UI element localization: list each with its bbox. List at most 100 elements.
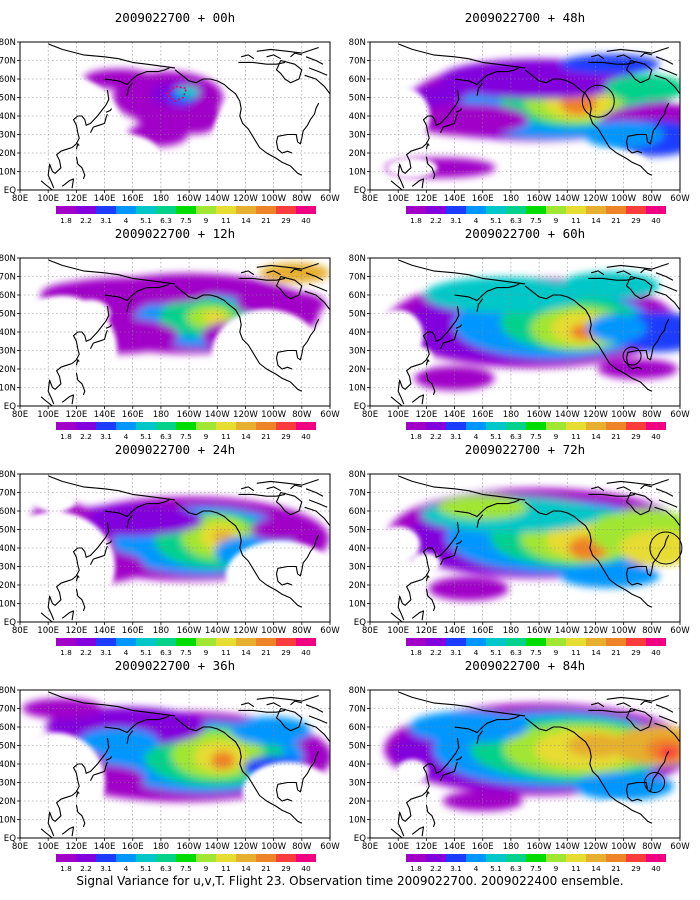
lon-label: 140E <box>94 194 116 204</box>
contour-region <box>210 751 235 770</box>
lon-label: 120W <box>233 194 258 204</box>
colorbar-label: 21 <box>261 216 271 225</box>
coastline <box>616 486 631 492</box>
lat-label: 40N <box>349 544 366 554</box>
lat-label: 30N <box>0 347 16 357</box>
coastline <box>655 704 674 713</box>
colorbar-swatch <box>606 854 626 862</box>
lon-label: 140E <box>444 626 466 636</box>
lat-label: EQ <box>4 186 16 196</box>
coastline <box>238 61 286 65</box>
observation-circle <box>644 772 666 793</box>
lon-label: 160W <box>177 842 202 852</box>
colorbar-label: 21 <box>611 648 621 657</box>
colorbar-swatch <box>116 854 136 862</box>
lat-label: 80N <box>0 38 16 48</box>
colorbar-label: 21 <box>611 864 621 873</box>
observation-circle <box>622 346 642 366</box>
coastline <box>304 290 330 311</box>
contour-region <box>22 698 103 719</box>
lon-label: 100W <box>611 410 636 420</box>
colorbar-swatch <box>566 854 586 862</box>
coastline <box>591 54 605 60</box>
colorbar-label: 3.1 <box>450 432 462 441</box>
lon-label: 160E <box>122 842 144 852</box>
lon-label: 80E <box>362 626 378 636</box>
lat-label: 80N <box>349 254 366 264</box>
coastline <box>425 575 430 582</box>
lat-label: 80N <box>0 686 16 696</box>
coastline <box>455 108 463 113</box>
lon-label: 120W <box>583 194 608 204</box>
coastline <box>476 730 484 744</box>
colorbar-swatch <box>276 206 296 214</box>
coastline <box>640 268 652 274</box>
lat-label: 70N <box>349 273 366 283</box>
coastline <box>105 756 113 761</box>
coastlines <box>390 259 680 406</box>
lat-label: EQ <box>354 618 366 628</box>
lat-label: 30N <box>349 779 366 789</box>
lat-label: 10N <box>0 168 16 178</box>
coastline <box>90 545 108 565</box>
colorbar-label: 4 <box>124 864 129 873</box>
below-threshold-region <box>78 133 159 173</box>
colorbar-swatch <box>626 854 646 862</box>
coastline <box>454 499 520 518</box>
colorbar-label: 5.1 <box>140 432 152 441</box>
coastline <box>48 475 176 501</box>
lat-label: 60N <box>0 723 16 733</box>
lon-label: 100E <box>37 410 59 420</box>
coastline <box>425 372 436 396</box>
coastline <box>454 715 520 734</box>
lon-label: 80W <box>292 194 312 204</box>
coastline <box>304 506 330 527</box>
colorbar-label: 7.5 <box>530 432 542 441</box>
lat-label: 40N <box>349 328 366 338</box>
below-threshold-region <box>213 84 330 185</box>
colorbar-label: 40 <box>301 648 311 657</box>
lon-label: 140W <box>205 194 230 204</box>
coastline <box>476 298 484 312</box>
coastline <box>241 486 255 492</box>
coastline <box>256 694 319 702</box>
lon-label: 60W <box>670 626 690 636</box>
colorbar-swatch <box>566 422 586 430</box>
coastline <box>126 298 134 312</box>
coastline <box>174 69 303 176</box>
colorbar-swatch <box>76 206 96 214</box>
panel-title: 2009022700 + 72h <box>465 442 585 457</box>
colorbar-swatch <box>196 638 216 646</box>
coastline <box>290 484 302 490</box>
coastline <box>61 610 75 621</box>
coastline <box>275 275 303 300</box>
lat-label: 10N <box>349 168 366 178</box>
coastline <box>126 730 134 744</box>
colorbar-swatch <box>156 206 176 214</box>
colorbar-label: 9 <box>204 864 209 873</box>
colorbar-swatch <box>526 422 546 430</box>
colorbar-label: 4 <box>124 648 129 657</box>
colorbar-swatch <box>176 854 196 862</box>
colorbar-swatch <box>96 854 116 862</box>
colorbar-label: 7.5 <box>530 216 542 225</box>
coastline <box>425 791 430 798</box>
coastline <box>591 486 605 492</box>
below-threshold-region <box>387 157 438 178</box>
colorbar-label: 9 <box>554 648 559 657</box>
colorbar-swatch <box>526 638 546 646</box>
coastline <box>390 612 403 622</box>
colorbar-label: 2.2 <box>80 648 92 657</box>
coastline <box>411 394 425 405</box>
colorbar-swatch <box>466 854 486 862</box>
coastline <box>75 359 80 366</box>
coastline <box>640 700 652 706</box>
contour-region <box>597 359 678 379</box>
coastline <box>126 514 134 528</box>
colorbar-swatch <box>196 422 216 430</box>
colorbar-label: 14 <box>591 216 601 225</box>
colorbar-label: 21 <box>611 432 621 441</box>
below-threshold-region <box>20 511 116 622</box>
colorbar-label: 3.1 <box>100 216 112 225</box>
colorbar-label: 2.2 <box>80 864 92 873</box>
